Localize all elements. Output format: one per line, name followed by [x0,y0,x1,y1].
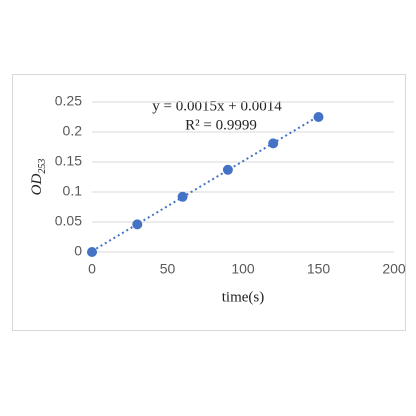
data-point [268,138,279,149]
y-tick-label: 0 [74,243,82,259]
y-axis-label-group: OD253 [29,159,48,196]
x-tick-label: 150 [307,261,331,277]
x-axis-label: time(s) [222,289,265,305]
y-axis-label: OD253 [29,159,48,196]
trendline [91,115,320,253]
data-point [177,191,188,202]
data-point [313,112,324,122]
chart-frame [12,74,406,331]
x-tick-label: 100 [231,261,255,277]
y-tick-label: 0.1 [63,183,83,199]
data-point [87,247,97,257]
y-axis-label-main: OD [29,174,45,196]
trendline-equation: y = 0.0015x + 0.0014 [152,98,282,114]
y-tick-label: 0.25 [55,93,82,109]
data-point [222,164,233,175]
x-tick-label: 200 [382,261,406,277]
y-tick-label: 0.15 [55,153,82,169]
x-tick-label: 50 [160,261,176,277]
trendline-r2: R² = 0.9999 [185,117,257,133]
y-tick-label: 0.2 [63,123,83,139]
y-axis-label-subscript: 253 [37,159,48,174]
y-tick-label: 0.05 [55,213,82,229]
data-point [132,219,143,230]
x-tick-label: 0 [88,261,96,277]
